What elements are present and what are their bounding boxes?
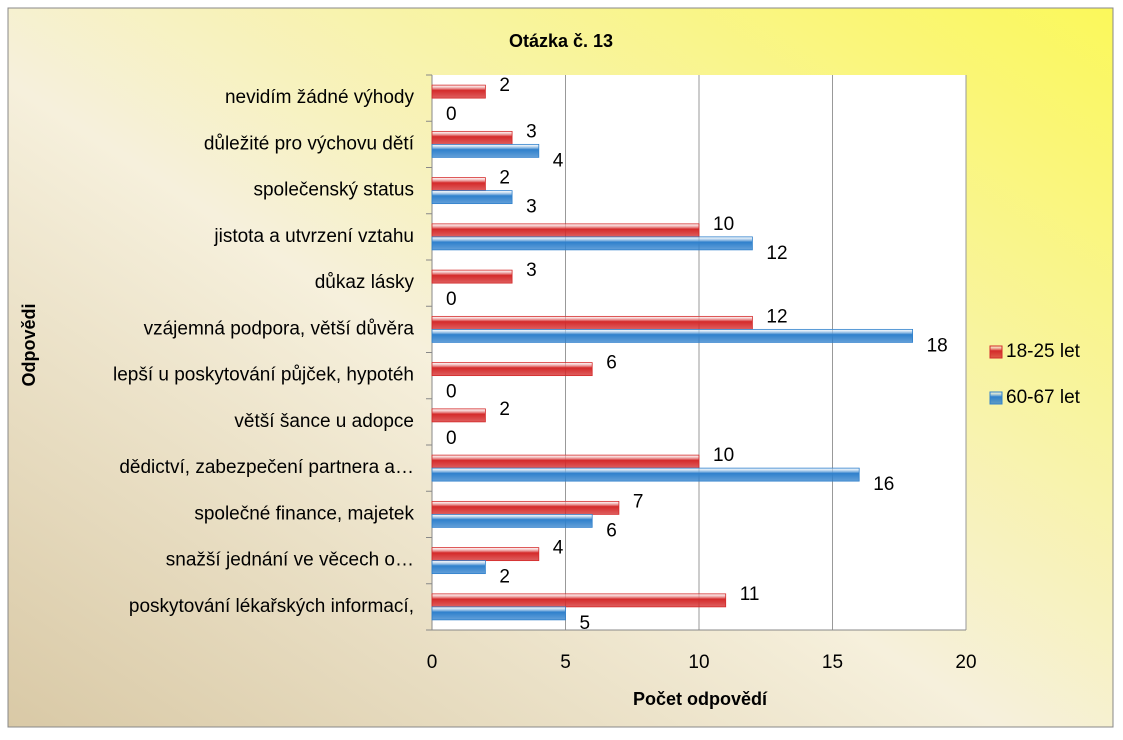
- x-tick-label: 5: [560, 652, 571, 673]
- bar: [431, 328, 914, 343]
- bar: [431, 362, 593, 377]
- bar: [431, 513, 593, 528]
- chart-title: Otázka č. 13: [509, 31, 613, 51]
- bar: [431, 606, 566, 621]
- y-tick-label: společné finance, majetek: [194, 503, 414, 524]
- data-label: 2: [499, 399, 510, 420]
- bar: [431, 560, 486, 575]
- data-label: 10: [713, 445, 734, 466]
- y-axis-title: Odpovědi: [19, 303, 39, 386]
- data-label: 0: [446, 104, 457, 125]
- y-tick-label: poskytování lékařských informací,: [129, 596, 414, 617]
- y-tick-label: důkaz lásky: [315, 272, 415, 293]
- legend-label: 60-67 let: [1006, 387, 1081, 408]
- data-label: 12: [766, 306, 787, 327]
- bar: [431, 500, 620, 515]
- data-label: 10: [713, 214, 734, 235]
- legend-swatch: [989, 345, 1003, 359]
- y-tick-label: důležité pro výchovu dětí: [204, 133, 415, 154]
- data-label: 0: [446, 428, 457, 449]
- data-label: 12: [766, 243, 787, 264]
- y-tick-label: snažší jednání ve věcech o…: [166, 550, 414, 571]
- bar: [431, 547, 540, 562]
- data-label: 0: [446, 382, 457, 403]
- y-tick-label: společenský status: [253, 180, 414, 201]
- bar: [431, 177, 486, 192]
- y-tick-label: jistota a utvrzení vztahu: [213, 226, 414, 247]
- data-label: 11: [740, 584, 760, 605]
- bar: [431, 190, 513, 205]
- x-tick-label: 20: [955, 652, 976, 673]
- data-label: 2: [499, 168, 510, 189]
- data-label: 3: [526, 197, 537, 218]
- x-tick-label: 0: [427, 652, 438, 673]
- data-label: 16: [873, 474, 894, 495]
- data-label: 7: [633, 491, 644, 512]
- data-label: 5: [580, 613, 591, 634]
- data-label: 4: [553, 538, 564, 559]
- bar: [431, 454, 700, 469]
- bar: [431, 130, 513, 145]
- data-label: 2: [499, 567, 510, 588]
- y-tick-label: vzájemná podpora, větší důvěra: [144, 318, 415, 339]
- data-label: 2: [499, 75, 510, 96]
- bar: [431, 593, 727, 608]
- legend-swatch: [989, 391, 1003, 405]
- x-tick-label: 15: [822, 652, 843, 673]
- bar: [431, 269, 513, 284]
- bar: [431, 467, 860, 482]
- y-tick-label: dědictví, zabezpečení partnera a…: [119, 457, 414, 478]
- bar: [431, 315, 753, 330]
- data-label: 3: [526, 121, 537, 142]
- data-label: 3: [526, 260, 537, 281]
- bar: [431, 236, 753, 251]
- y-tick-label: nevidím žádné výhody: [225, 87, 415, 108]
- y-tick-label: větší šance u adopce: [234, 411, 414, 432]
- bar: [431, 84, 486, 99]
- data-label: 4: [553, 150, 564, 171]
- y-tick-label: lepší u poskytování půjček, hypotéh: [113, 365, 414, 386]
- bar: [431, 223, 700, 238]
- bar: [431, 408, 486, 423]
- data-label: 0: [446, 289, 457, 310]
- data-label: 6: [606, 520, 617, 541]
- bar: [431, 143, 540, 158]
- legend-label: 18-25 let: [1006, 341, 1081, 362]
- data-label: 6: [606, 353, 617, 374]
- x-axis-title: Počet odpovědí: [633, 689, 768, 709]
- x-tick-label: 10: [688, 652, 709, 673]
- data-label: 18: [927, 335, 948, 356]
